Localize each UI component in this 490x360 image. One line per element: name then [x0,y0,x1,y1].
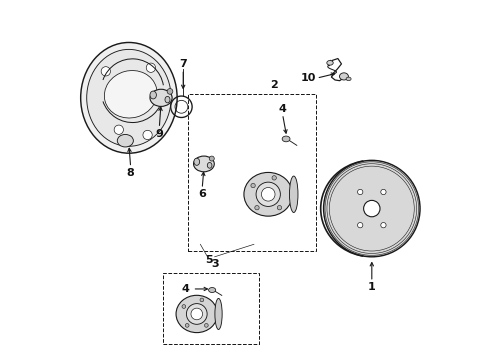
Ellipse shape [81,42,177,153]
Text: 4: 4 [279,104,287,113]
Circle shape [204,324,208,327]
Circle shape [262,188,275,201]
Ellipse shape [104,71,157,118]
Circle shape [101,67,110,76]
Circle shape [209,156,214,161]
Ellipse shape [282,136,290,142]
Circle shape [114,125,123,134]
Bar [163,273,259,344]
Circle shape [143,130,152,140]
Text: 2: 2 [270,80,277,90]
Text: 8: 8 [127,168,135,178]
Bar [188,94,317,251]
Circle shape [277,206,282,210]
Ellipse shape [290,176,298,212]
Circle shape [256,182,280,206]
Ellipse shape [165,96,170,103]
Circle shape [255,206,259,210]
Ellipse shape [207,162,212,168]
Text: 1: 1 [368,282,376,292]
Circle shape [191,308,202,320]
Ellipse shape [340,73,348,80]
Circle shape [381,222,386,228]
Ellipse shape [244,172,293,216]
Text: 4: 4 [181,284,189,294]
Ellipse shape [209,288,216,293]
Circle shape [323,160,420,257]
Circle shape [167,89,173,94]
Circle shape [358,222,363,228]
Text: 10: 10 [301,73,316,83]
Ellipse shape [346,77,351,81]
Text: 7: 7 [179,59,187,69]
Text: 6: 6 [198,189,206,199]
Circle shape [251,183,255,188]
Circle shape [381,189,386,195]
Ellipse shape [87,49,171,146]
Text: 3: 3 [211,259,219,269]
Circle shape [186,303,207,324]
Circle shape [200,298,204,302]
Circle shape [146,63,155,72]
Ellipse shape [117,134,133,147]
Ellipse shape [194,156,214,172]
Ellipse shape [176,295,218,333]
Text: 5: 5 [205,255,213,265]
Ellipse shape [150,89,172,107]
Ellipse shape [327,60,333,65]
Circle shape [185,324,189,327]
Circle shape [364,201,380,217]
Ellipse shape [150,91,156,99]
Ellipse shape [194,158,199,165]
Circle shape [182,305,186,309]
Circle shape [272,176,276,180]
Text: 9: 9 [155,129,163,139]
Ellipse shape [215,298,222,329]
Circle shape [358,189,363,195]
